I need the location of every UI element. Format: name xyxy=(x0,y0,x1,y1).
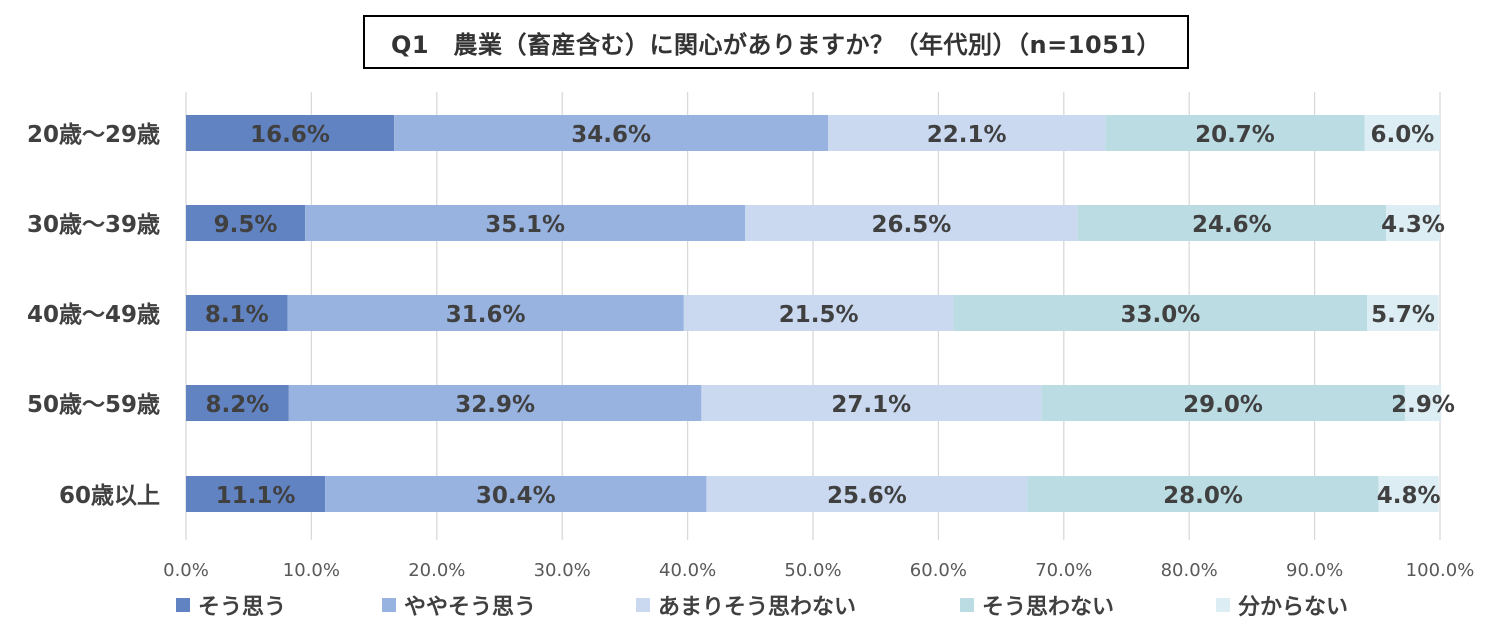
data-label: 35.1% xyxy=(485,212,565,238)
data-label: 31.6% xyxy=(446,302,526,328)
x-tick-label: 50.0% xyxy=(784,560,841,581)
legend-label: ややそう思う xyxy=(404,595,537,620)
legend-item: あまりそう思わない xyxy=(636,588,856,622)
legend-swatch xyxy=(960,598,974,612)
bar-segment xyxy=(1404,385,1442,421)
data-label: 33.0% xyxy=(1120,302,1200,328)
chart-title: Q1 農業（畜産含む）に関心がありますか？（年代別）（n=1051） xyxy=(363,15,1189,69)
legend-item: そう思わない xyxy=(960,588,1114,622)
data-label: 29.0% xyxy=(1183,392,1263,418)
bar-segment xyxy=(186,205,306,241)
x-tick-label: 30.0% xyxy=(534,560,591,581)
x-tick-label: 100.0% xyxy=(1406,560,1475,581)
x-tick-label: 0.0% xyxy=(163,560,209,581)
bar-segment xyxy=(186,476,326,512)
data-label: 16.6% xyxy=(250,122,330,148)
legend-label: あまりそう思わない xyxy=(658,595,857,620)
data-label: 8.2% xyxy=(206,392,270,418)
bar-segment xyxy=(325,476,707,512)
bar-segment xyxy=(186,115,395,151)
x-tick-label: 90.0% xyxy=(1286,560,1343,581)
bar-segment xyxy=(683,295,954,331)
bar-segment xyxy=(1105,115,1365,151)
bar-segment xyxy=(953,295,1368,331)
legend-swatch xyxy=(1216,598,1230,612)
data-label: 6.0% xyxy=(1370,122,1434,148)
x-tick-label: 20.0% xyxy=(408,560,465,581)
data-label: 30.4% xyxy=(476,483,556,509)
bar-segment xyxy=(288,385,702,421)
category-label: 40歳～49歳 xyxy=(27,302,160,328)
data-label: 24.6% xyxy=(1192,212,1272,238)
legend-item: そう思う xyxy=(176,588,286,622)
bar-segment xyxy=(745,205,1078,241)
legend-label: そう思う xyxy=(198,595,287,620)
data-label: 26.5% xyxy=(872,212,952,238)
category-label: 50歳～59歳 xyxy=(27,392,160,418)
data-label: 22.1% xyxy=(927,122,1007,148)
bar-segment xyxy=(394,115,829,151)
bar-segment xyxy=(828,115,1106,151)
bar-segment xyxy=(1041,385,1405,421)
legend-swatch xyxy=(176,598,190,612)
bar-segment xyxy=(1378,476,1439,512)
bars: 16.6% 34.6% 22.1% 20.7% 6.0% 9.5% 35.1% 26.5% 24… xyxy=(186,115,1455,512)
data-label: 4.3% xyxy=(1381,212,1445,238)
legend-label: そう思わない xyxy=(982,595,1115,620)
bar-segment xyxy=(186,295,288,331)
x-tick-label: 10.0% xyxy=(283,560,340,581)
data-label: 27.1% xyxy=(831,392,911,418)
category-label: 30歳～39歳 xyxy=(27,212,160,238)
data-label: 4.8% xyxy=(1377,483,1441,509)
legend-swatch xyxy=(382,598,396,612)
bar-segment xyxy=(1364,115,1440,151)
data-label: 5.7% xyxy=(1371,302,1435,328)
data-label: 20.7% xyxy=(1195,122,1275,148)
bar-segment xyxy=(1027,476,1379,512)
bar-segment xyxy=(1386,205,1440,241)
data-label: 25.6% xyxy=(827,483,907,509)
bar-segment xyxy=(305,205,746,241)
legend-label: 分からない xyxy=(1238,595,1349,620)
x-tick-label: 80.0% xyxy=(1161,560,1218,581)
data-label: 28.0% xyxy=(1163,483,1243,509)
legend-item: ややそう思う xyxy=(382,588,536,622)
category-labels: 20歳～29歳 30歳～39歳 40歳～49歳 50歳～59歳 60歳以上 xyxy=(27,122,160,509)
legend: そう思う ややそう思う あまりそう思わない そう思わない 分からない xyxy=(0,588,1495,622)
bar-segment xyxy=(1367,295,1439,331)
bar-segment xyxy=(701,385,1042,421)
data-label: 34.6% xyxy=(571,122,651,148)
data-label: 9.5% xyxy=(214,212,278,238)
bar-segment xyxy=(1077,205,1387,241)
data-label: 11.1% xyxy=(216,483,296,509)
data-label: 32.9% xyxy=(455,392,535,418)
data-label: 2.9% xyxy=(1391,392,1455,418)
x-axis-ticks: 0.0% 10.0% 20.0% 30.0% 40.0% 50.0% 60.0% 70.0% 8… xyxy=(163,560,1474,581)
legend-swatch xyxy=(636,598,650,612)
data-label: 8.1% xyxy=(205,302,269,328)
x-tick-label: 40.0% xyxy=(659,560,716,581)
bar-segment xyxy=(287,295,684,331)
category-label: 60歳以上 xyxy=(59,483,160,509)
bar-segment xyxy=(706,476,1028,512)
legend-item: 分からない xyxy=(1216,588,1348,622)
category-label: 20歳～29歳 xyxy=(27,122,160,148)
bar-segment xyxy=(186,385,289,421)
x-tick-label: 70.0% xyxy=(1035,560,1092,581)
x-tick-label: 60.0% xyxy=(910,560,967,581)
data-label: 21.5% xyxy=(779,302,859,328)
